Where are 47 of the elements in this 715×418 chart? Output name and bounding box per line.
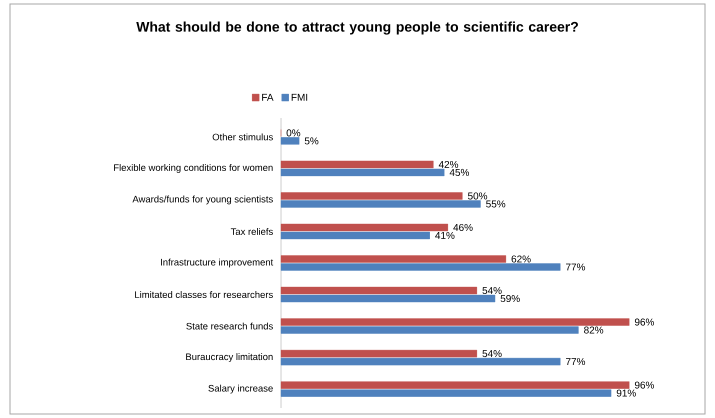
bar — [280, 137, 300, 145]
data-label: 77% — [566, 358, 586, 366]
y-tick-label: Limitated classes for researchers — [135, 291, 273, 298]
bar — [280, 326, 579, 334]
bar — [280, 294, 496, 302]
data-label: 54% — [482, 287, 502, 294]
bar — [280, 192, 463, 200]
bar — [280, 318, 630, 326]
bar — [280, 263, 561, 271]
data-label: 5% — [304, 137, 318, 144]
data-label: 46% — [453, 224, 473, 232]
data-label: 50% — [468, 192, 488, 200]
bar — [280, 160, 434, 168]
y-tick-label: State research funds — [186, 322, 273, 330]
data-label: 54% — [482, 350, 502, 358]
bar — [280, 286, 478, 294]
data-label: 82% — [584, 326, 604, 334]
chart-title: What should be done to attract young people to scientific career? — [136, 22, 578, 35]
data-label: 42% — [438, 160, 458, 168]
bar — [280, 358, 561, 366]
bar — [280, 224, 448, 232]
data-label: 77% — [566, 264, 586, 270]
y-tick-label: Salary increase — [208, 384, 273, 394]
data-label: 55% — [486, 200, 506, 208]
data-label: 96% — [634, 318, 654, 326]
bar — [280, 200, 481, 208]
y-tick-label: Tax reliefs — [230, 228, 273, 235]
bar — [280, 381, 630, 389]
data-label: 96% — [634, 382, 654, 389]
bar — [280, 389, 612, 397]
data-label: 62% — [512, 255, 531, 263]
legend-label: FMI — [292, 94, 308, 101]
data-label: 0% — [286, 129, 300, 136]
y-tick-label: Other stimulus — [212, 133, 273, 140]
bar — [280, 350, 478, 358]
data-label: 41% — [435, 232, 455, 239]
data-label: 91% — [616, 390, 636, 397]
data-label: 59% — [500, 295, 520, 302]
bar — [280, 168, 444, 176]
bar — [280, 232, 430, 240]
y-tick-label: Infrastructure improvement — [161, 258, 274, 268]
y-tick-label: Awards/funds for young scientists — [132, 196, 273, 204]
data-label: 45% — [450, 168, 470, 176]
legend-label: FA — [262, 94, 274, 101]
bar — [280, 255, 506, 263]
y-tick-label: Buraucracy limitation — [186, 353, 273, 362]
y-tick-label: Flexible working conditions for women — [114, 164, 273, 173]
